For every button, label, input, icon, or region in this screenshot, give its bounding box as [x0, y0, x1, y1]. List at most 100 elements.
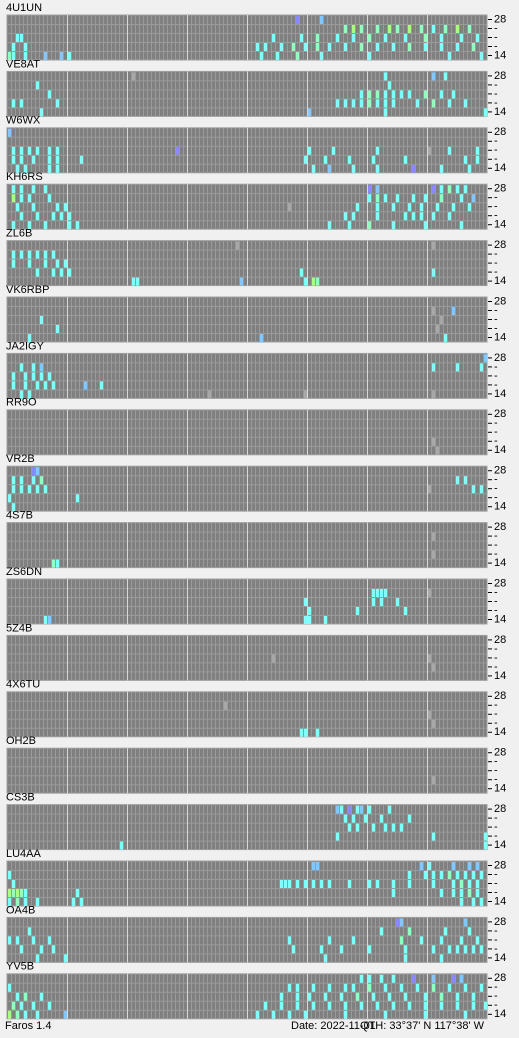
signal-cell	[344, 43, 347, 51]
signal-cell	[28, 485, 31, 494]
signal-cell	[476, 155, 479, 164]
signal-cell	[32, 1001, 35, 1010]
signal-cell	[448, 983, 451, 992]
signal-cell	[480, 983, 483, 992]
band-label: 28	[494, 183, 506, 195]
signal-cell	[60, 52, 63, 60]
band-label: 28	[494, 803, 506, 815]
band-label: 28	[494, 408, 506, 420]
signal-cell	[468, 25, 471, 33]
beacon-name: ZS6DN	[6, 566, 42, 578]
band-label: 14	[494, 444, 506, 456]
signal-cell	[384, 983, 387, 992]
signal-cell	[472, 43, 475, 51]
signal-cell	[408, 203, 411, 212]
signal-cell	[424, 90, 427, 99]
signal-cell	[56, 155, 59, 164]
band-label: -	[494, 886, 498, 898]
signal-cell	[464, 476, 467, 485]
signal-cell	[480, 52, 483, 60]
signal-cell	[292, 945, 295, 954]
signal-cell	[332, 146, 335, 155]
signal-cell	[356, 992, 359, 1001]
signal-cell	[400, 936, 403, 945]
hour-lines	[67, 466, 428, 512]
band-label: 28	[494, 577, 506, 589]
signal-cell	[472, 194, 475, 203]
signal-cell	[32, 476, 35, 485]
signal-cell	[376, 194, 379, 203]
signal-cell	[388, 992, 391, 1001]
signal-cell	[316, 43, 319, 51]
signal-cell	[452, 880, 455, 888]
hour-lines	[67, 579, 428, 624]
band-label: -	[494, 530, 498, 542]
band-label: -	[494, 304, 498, 316]
band-label: 14	[494, 162, 506, 174]
signal-cell	[56, 259, 59, 268]
band-label: -	[494, 548, 498, 560]
signal-cell	[392, 90, 395, 99]
signal-cell	[444, 25, 447, 33]
signal-cell	[260, 334, 263, 342]
signal-cell	[56, 99, 59, 108]
signal-cell	[484, 1001, 487, 1010]
signal-cell	[464, 1010, 467, 1019]
app-version: Faros 1.4	[5, 1020, 51, 1032]
signal-cell	[448, 945, 451, 954]
signal-cell	[288, 936, 291, 945]
signal-cell	[276, 52, 279, 60]
signal-cell	[12, 185, 15, 194]
signal-cell	[352, 983, 355, 992]
signal-cell	[12, 194, 15, 203]
signal-cell	[312, 862, 315, 870]
signal-cell	[56, 203, 59, 212]
signal-cell	[384, 72, 387, 81]
signal-cell	[376, 1001, 379, 1010]
signal-cell	[328, 43, 331, 51]
signal-cell	[312, 164, 315, 173]
band-label: -	[494, 88, 498, 100]
hour-lines	[67, 127, 428, 173]
signal-cell	[456, 476, 459, 485]
signal-cell	[40, 945, 43, 954]
signal-cell	[448, 146, 451, 155]
signal-cell	[400, 823, 403, 832]
signal-cell	[432, 550, 435, 559]
signal-cell	[456, 43, 459, 51]
signal-cell	[432, 212, 435, 221]
grid-lines	[7, 861, 487, 906]
signal-cell	[24, 43, 27, 51]
band-label: -	[494, 248, 498, 260]
signal-cell	[304, 728, 307, 737]
signal-cell	[460, 974, 463, 983]
signal-cell	[36, 898, 39, 906]
signal-cell	[372, 589, 375, 597]
signal-cell	[376, 164, 379, 173]
signal-cell	[32, 155, 35, 164]
signal-cell	[20, 146, 23, 155]
band-label: -	[494, 201, 498, 213]
signal-cell	[356, 823, 359, 832]
signal-cell	[308, 616, 311, 624]
signal-cell	[328, 936, 331, 945]
signal-cell	[8, 889, 11, 897]
signal-cell	[352, 164, 355, 173]
signal-cell	[452, 90, 455, 99]
signal-cell	[432, 776, 435, 785]
band-label: -	[494, 868, 498, 880]
signal-cell	[448, 871, 451, 879]
signal-cell	[12, 372, 15, 381]
grid-lines	[7, 184, 487, 230]
signal-cell	[336, 34, 339, 42]
beacon-name: KH6RS	[6, 171, 43, 183]
band-label: 28	[494, 126, 506, 138]
signal-cell	[404, 155, 407, 164]
band-label: 14	[494, 726, 506, 738]
signal-cell	[408, 25, 411, 33]
signal-cell	[408, 1001, 411, 1010]
signal-cell	[404, 34, 407, 42]
signal-cell	[20, 476, 23, 485]
signal-cell	[344, 814, 347, 823]
